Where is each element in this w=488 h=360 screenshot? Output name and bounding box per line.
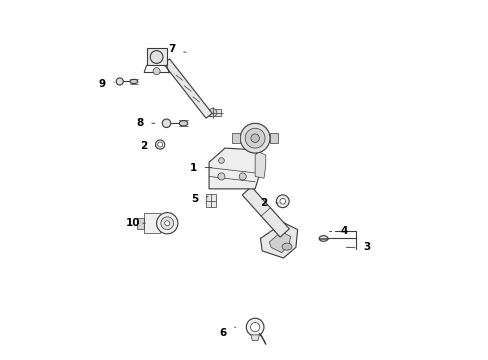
- Text: 3: 3: [346, 242, 369, 252]
- Circle shape: [250, 323, 259, 332]
- Circle shape: [150, 51, 163, 63]
- Circle shape: [246, 318, 264, 336]
- Polygon shape: [137, 218, 144, 229]
- Ellipse shape: [179, 121, 187, 126]
- Polygon shape: [209, 148, 262, 189]
- Polygon shape: [242, 187, 289, 237]
- Circle shape: [155, 140, 164, 149]
- Ellipse shape: [130, 79, 138, 84]
- Circle shape: [153, 68, 160, 75]
- Circle shape: [239, 173, 246, 180]
- Ellipse shape: [282, 243, 291, 250]
- Polygon shape: [163, 59, 212, 118]
- Text: 2: 2: [260, 198, 278, 208]
- Text: 4: 4: [329, 226, 346, 237]
- Text: 10: 10: [125, 218, 145, 228]
- Circle shape: [244, 128, 264, 148]
- Circle shape: [218, 158, 224, 163]
- Text: 2: 2: [140, 141, 156, 151]
- Polygon shape: [203, 109, 221, 116]
- Polygon shape: [255, 152, 265, 178]
- Ellipse shape: [319, 236, 327, 241]
- Polygon shape: [144, 213, 160, 233]
- Text: 8: 8: [136, 118, 155, 128]
- Text: 9: 9: [98, 79, 114, 89]
- Circle shape: [156, 213, 178, 234]
- Polygon shape: [146, 48, 166, 65]
- Polygon shape: [250, 335, 259, 341]
- Polygon shape: [260, 222, 297, 258]
- Text: 7: 7: [168, 44, 185, 54]
- Polygon shape: [232, 133, 240, 144]
- Text: 5: 5: [191, 194, 208, 204]
- Circle shape: [240, 123, 269, 153]
- Polygon shape: [269, 231, 290, 253]
- Text: 6: 6: [219, 327, 235, 338]
- Circle shape: [279, 198, 285, 204]
- Polygon shape: [269, 133, 278, 144]
- Circle shape: [161, 217, 173, 230]
- Circle shape: [116, 78, 123, 85]
- Circle shape: [208, 108, 216, 117]
- Circle shape: [218, 173, 224, 180]
- Circle shape: [157, 142, 163, 147]
- Circle shape: [276, 195, 288, 208]
- Circle shape: [162, 119, 170, 127]
- Circle shape: [250, 134, 259, 143]
- Text: 1: 1: [189, 163, 211, 172]
- Circle shape: [164, 221, 169, 226]
- Polygon shape: [206, 194, 216, 207]
